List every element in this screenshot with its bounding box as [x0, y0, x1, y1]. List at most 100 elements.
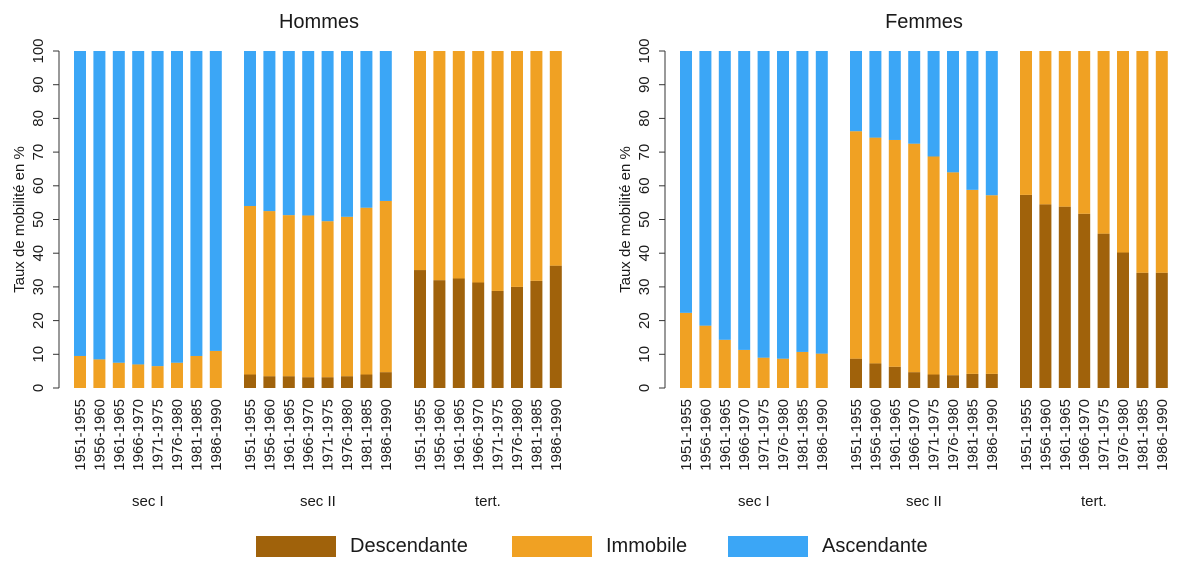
- bar-hommes-sec-ii-1986-1990-descendante: [380, 372, 392, 388]
- category-label-femmes-sec-i-1976-1980: 1976-1980: [775, 399, 792, 471]
- category-label-hommes-tert-1981-1985: 1981-1985: [528, 399, 545, 471]
- bar-femmes-sec-ii-1951-1955-ascendante: [850, 51, 862, 131]
- legend-swatch-ascendante: [728, 536, 808, 557]
- group-label-femmes-sec-i: sec I: [738, 493, 770, 510]
- bar-femmes-sec-i-1976-1980-ascendante: [777, 51, 789, 359]
- group-label-hommes-sec-ii: sec II: [300, 493, 336, 510]
- bar-femmes-tert-1951-1955-descendante: [1020, 195, 1032, 388]
- category-label-femmes-sec-ii-1951-1955: 1951-1955: [848, 399, 865, 471]
- bar-femmes-sec-i-1966-1970-ascendante: [738, 51, 750, 350]
- category-label-hommes-sec-ii-1981-1985: 1981-1985: [358, 399, 375, 471]
- category-label-femmes-tert-1956-1960: 1956-1960: [1037, 399, 1054, 471]
- category-label-hommes-sec-i-1956-1960: 1956-1960: [91, 399, 108, 471]
- y-tick-label-femmes-90: 90: [636, 76, 653, 93]
- legend: Descendante Immobile Ascendante: [0, 535, 1182, 569]
- bar-femmes-tert-1986-1990-descendante: [1156, 273, 1168, 388]
- bar-hommes-sec-ii-1951-1955-ascendante: [244, 51, 256, 206]
- category-label-hommes-sec-i-1961-1965: 1961-1965: [111, 399, 128, 471]
- bar-hommes-sec-ii-1986-1990-immobile: [380, 201, 392, 372]
- bar-hommes-tert-1956-1960-descendante: [433, 280, 445, 388]
- category-label-femmes-sec-ii-1966-1970: 1966-1970: [906, 399, 923, 471]
- bar-hommes-sec-ii-1971-1975-immobile: [322, 221, 334, 377]
- y-tick-label-hommes-50: 50: [30, 211, 47, 228]
- bar-femmes-sec-i-1986-1990-immobile: [816, 354, 828, 388]
- bar-femmes-sec-ii-1981-1985-ascendante: [966, 51, 978, 190]
- bar-femmes-tert-1966-1970-descendante: [1078, 214, 1090, 388]
- category-label-femmes-sec-ii-1976-1980: 1976-1980: [945, 399, 962, 471]
- bar-femmes-sec-ii-1976-1980-ascendante: [947, 51, 959, 172]
- y-tick-label-femmes-40: 40: [636, 245, 653, 262]
- y-axis-label-femmes: Taux de mobilité en %: [617, 146, 634, 293]
- bar-hommes-sec-i-1986-1990-ascendante: [210, 51, 222, 351]
- y-tick-label-femmes-80: 80: [636, 110, 653, 127]
- bar-hommes-sec-i-1966-1970-ascendante: [132, 51, 144, 364]
- bar-femmes-sec-i-1966-1970-immobile: [738, 350, 750, 388]
- bar-femmes-sec-ii-1956-1960-immobile: [869, 138, 881, 364]
- bar-hommes-sec-i-1951-1955-ascendante: [74, 51, 86, 356]
- bar-hommes-sec-ii-1971-1975-descendante: [322, 377, 334, 388]
- category-label-femmes-sec-i-1981-1985: 1981-1985: [794, 399, 811, 471]
- bar-femmes-sec-ii-1976-1980-immobile: [947, 172, 959, 375]
- category-label-hommes-sec-i-1966-1970: 1966-1970: [130, 399, 147, 471]
- bar-hommes-sec-ii-1966-1970-immobile: [302, 215, 314, 377]
- bar-femmes-sec-ii-1966-1970-immobile: [908, 144, 920, 372]
- bar-hommes-sec-i-1966-1970-immobile: [132, 364, 144, 388]
- bar-hommes-sec-ii-1966-1970-descendante: [302, 377, 314, 388]
- bar-hommes-sec-ii-1966-1970-ascendante: [302, 51, 314, 215]
- bar-hommes-sec-ii-1981-1985-descendante: [360, 375, 372, 388]
- bar-femmes-sec-ii-1971-1975-ascendante: [928, 51, 940, 156]
- y-tick-label-hommes-90: 90: [30, 76, 47, 93]
- y-tick-label-femmes-50: 50: [636, 211, 653, 228]
- bar-hommes-sec-i-1951-1955-immobile: [74, 356, 86, 388]
- y-tick-label-hommes-20: 20: [30, 312, 47, 329]
- bar-femmes-sec-i-1976-1980-immobile: [777, 359, 789, 388]
- bar-hommes-sec-ii-1976-1980-descendante: [341, 376, 353, 388]
- category-label-femmes-tert-1981-1985: 1981-1985: [1134, 399, 1151, 471]
- bar-femmes-sec-i-1956-1960-ascendante: [699, 51, 711, 326]
- bar-hommes-sec-ii-1951-1955-immobile: [244, 206, 256, 375]
- panel-title-femmes: Femmes: [885, 11, 963, 33]
- bar-hommes-sec-i-1956-1960-ascendante: [93, 51, 105, 359]
- category-label-femmes-sec-i-1961-1965: 1961-1965: [717, 399, 734, 471]
- bar-femmes-sec-ii-1981-1985-descendante: [966, 374, 978, 388]
- bar-femmes-sec-ii-1961-1965-descendante: [889, 367, 901, 388]
- bar-hommes-sec-ii-1971-1975-ascendante: [322, 51, 334, 221]
- bar-femmes-sec-i-1986-1990-ascendante: [816, 51, 828, 354]
- bar-femmes-sec-i-1951-1955-ascendante: [680, 51, 692, 313]
- bar-femmes-tert-1971-1975-descendante: [1098, 234, 1110, 388]
- category-label-femmes-sec-ii-1971-1975: 1971-1975: [926, 399, 943, 471]
- category-label-femmes-tert-1951-1955: 1951-1955: [1018, 399, 1035, 471]
- category-label-femmes-sec-i-1986-1990: 1986-1990: [814, 399, 831, 471]
- bar-femmes-sec-i-1971-1975-ascendante: [758, 51, 770, 358]
- category-label-femmes-sec-i-1966-1970: 1966-1970: [736, 399, 753, 471]
- bar-hommes-tert-1956-1960-immobile: [433, 51, 445, 280]
- bar-hommes-sec-i-1971-1975-ascendante: [152, 51, 164, 366]
- bar-hommes-tert-1951-1955-descendante: [414, 270, 426, 388]
- bar-hommes-sec-ii-1961-1965-immobile: [283, 215, 295, 376]
- bar-hommes-tert-1976-1980-descendante: [511, 287, 523, 388]
- bar-femmes-sec-ii-1971-1975-descendante: [928, 375, 940, 388]
- bar-femmes-sec-i-1971-1975-immobile: [758, 358, 770, 388]
- category-label-hommes-sec-i-1971-1975: 1971-1975: [150, 399, 167, 471]
- category-label-femmes-sec-ii-1986-1990: 1986-1990: [984, 399, 1001, 471]
- bar-femmes-sec-ii-1971-1975-immobile: [928, 156, 940, 374]
- bar-hommes-tert-1966-1970-descendante: [472, 283, 484, 388]
- bar-femmes-sec-ii-1986-1990-immobile: [986, 195, 998, 374]
- bar-femmes-sec-i-1981-1985-ascendante: [796, 51, 808, 352]
- bar-hommes-sec-ii-1961-1965-ascendante: [283, 51, 295, 215]
- category-label-hommes-sec-ii-1951-1955: 1951-1955: [242, 399, 259, 471]
- bar-femmes-tert-1971-1975-immobile: [1098, 51, 1110, 234]
- bar-femmes-tert-1951-1955-immobile: [1020, 51, 1032, 195]
- category-label-hommes-tert-1961-1965: 1961-1965: [451, 399, 468, 471]
- y-tick-label-hommes-80: 80: [30, 110, 47, 127]
- legend-item-immobile: Immobile: [512, 535, 687, 558]
- bar-femmes-tert-1956-1960-descendante: [1039, 204, 1051, 388]
- category-label-hommes-sec-i-1951-1955: 1951-1955: [72, 399, 89, 471]
- category-label-hommes-sec-ii-1971-1975: 1971-1975: [320, 399, 337, 471]
- bar-hommes-sec-i-1956-1960-immobile: [93, 359, 105, 388]
- y-tick-label-femmes-10: 10: [636, 346, 653, 363]
- bar-femmes-sec-ii-1951-1955-descendante: [850, 359, 862, 388]
- y-tick-label-femmes-30: 30: [636, 279, 653, 296]
